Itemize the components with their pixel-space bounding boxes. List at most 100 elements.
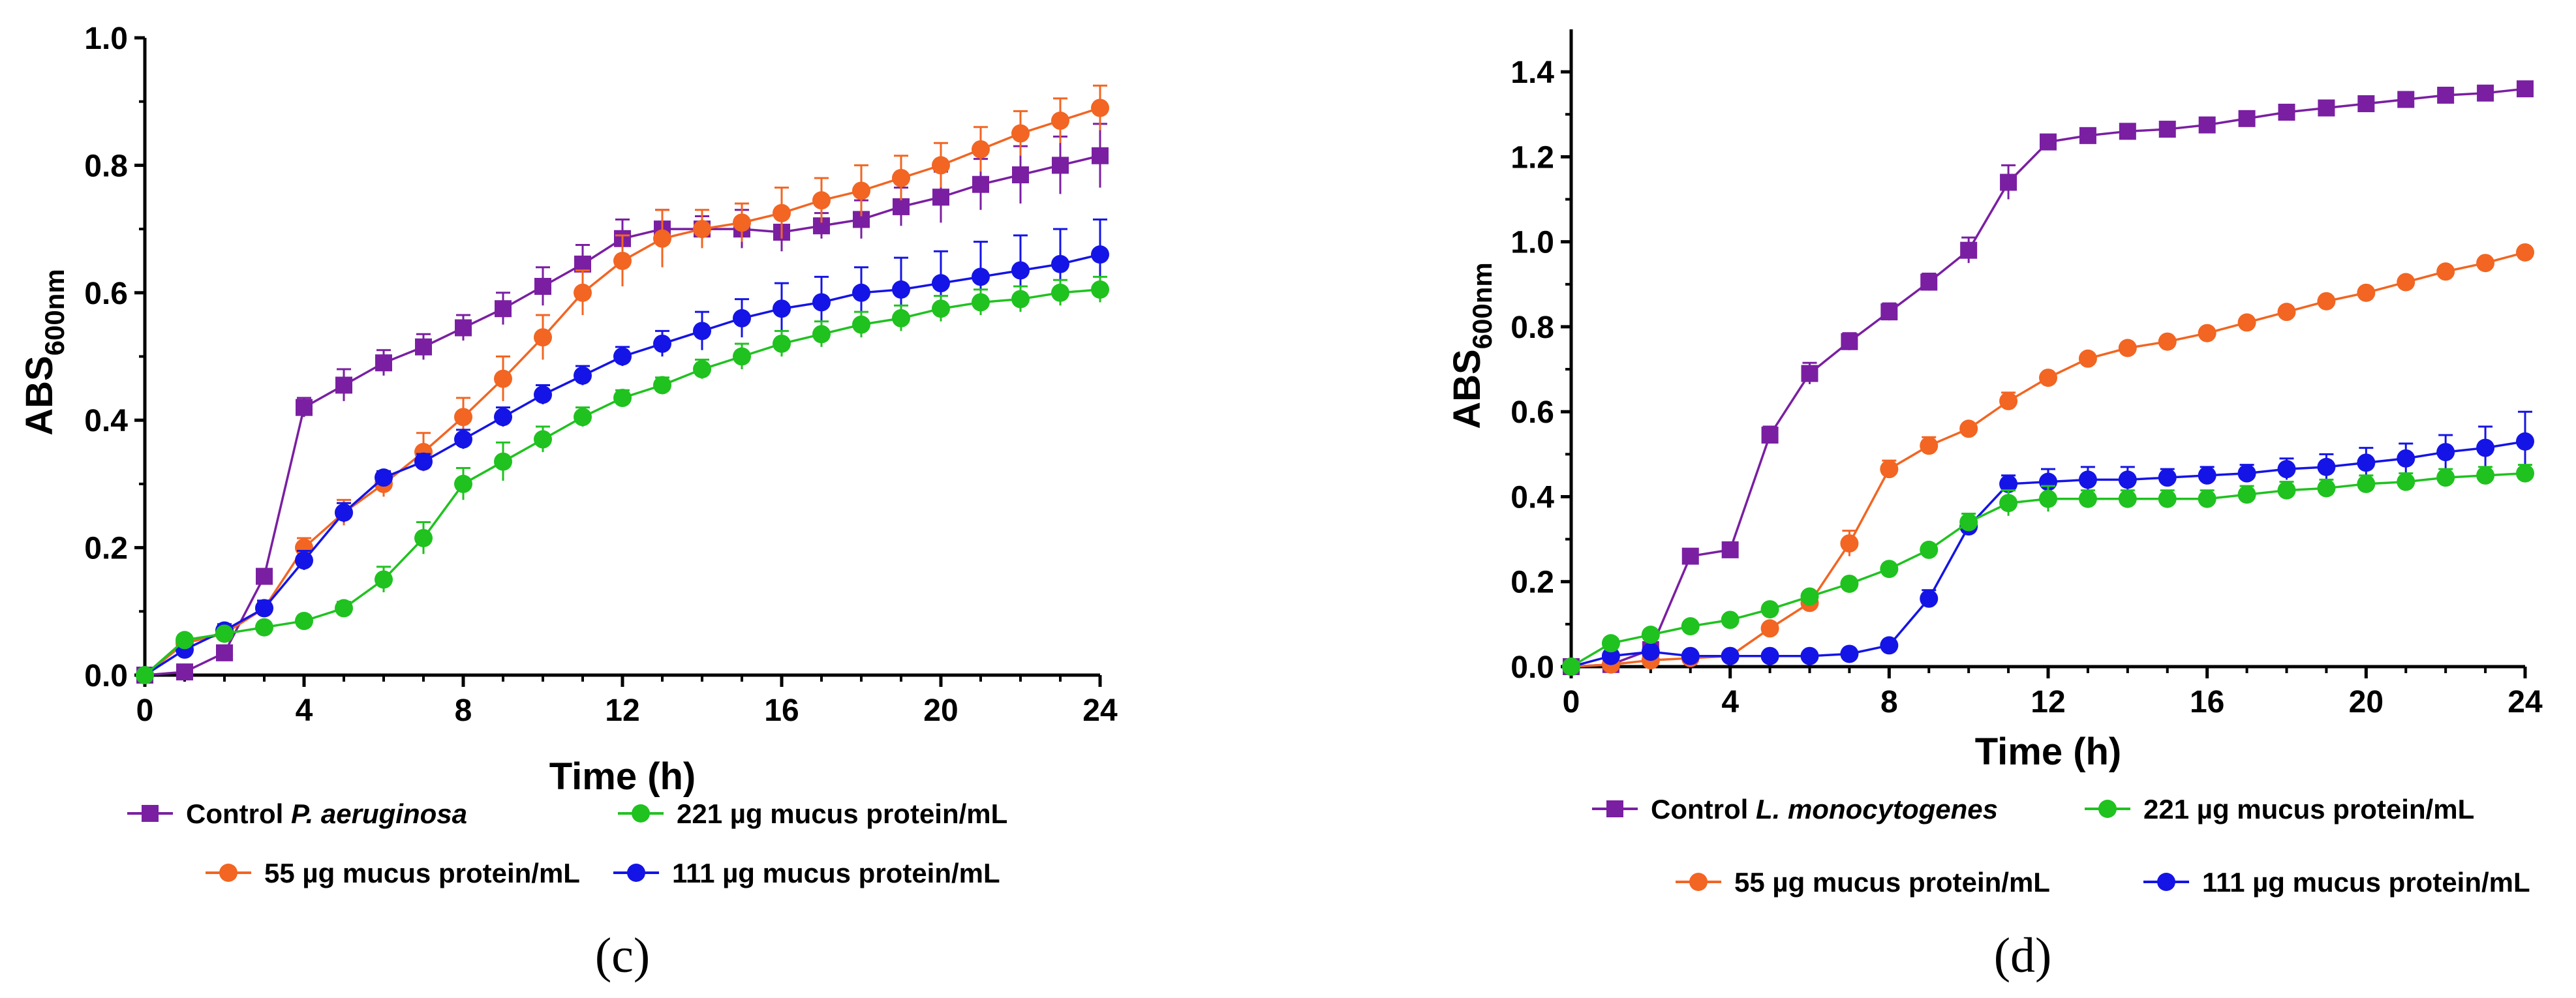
data-point	[1721, 541, 1739, 558]
data-point	[494, 408, 512, 427]
legend-item: 55 µg mucus protein/mL	[1676, 867, 2050, 898]
data-point	[2317, 292, 2336, 310]
data-point	[812, 191, 831, 210]
data-point	[454, 408, 472, 427]
data-point	[375, 570, 393, 589]
data-point	[2476, 254, 2495, 273]
data-point	[2436, 262, 2455, 281]
data-point	[932, 156, 950, 175]
data-point	[494, 369, 512, 388]
x-tick-label: 4	[296, 693, 313, 728]
data-point	[2158, 121, 2176, 138]
data-point	[1761, 427, 1779, 444]
y-axis-title: ABS600nm	[18, 269, 70, 436]
data-point	[2516, 243, 2534, 262]
data-point	[653, 376, 671, 395]
data-point	[1721, 646, 1740, 665]
y-tick-label: 0.8	[84, 149, 128, 183]
legend-marker	[219, 864, 238, 882]
data-point	[1011, 261, 1030, 280]
data-point	[1091, 245, 1109, 264]
data-point	[494, 452, 512, 471]
x-tick-label: 24	[1082, 693, 1118, 728]
legend-label: 55 µg mucus protein/mL	[1734, 867, 2050, 898]
legend-label: 111 µg mucus protein/mL	[672, 858, 1000, 888]
data-point	[2476, 438, 2495, 457]
panel-label: (d)	[1994, 928, 2052, 983]
data-point	[454, 430, 472, 449]
data-point	[972, 140, 990, 159]
y-axis-title: ABS600nm	[1446, 262, 1497, 429]
data-point	[1920, 436, 1939, 455]
data-point	[2119, 123, 2136, 140]
data-point	[2039, 489, 2057, 508]
data-point	[2198, 489, 2216, 508]
data-point	[2476, 466, 2495, 485]
data-point	[2237, 485, 2256, 504]
y-tick-label: 0.6	[84, 277, 128, 311]
legend-marker	[2098, 800, 2117, 818]
data-point	[2516, 432, 2534, 451]
data-point	[653, 334, 671, 353]
data-point	[1641, 643, 1660, 661]
data-point	[1011, 124, 1030, 143]
data-point	[1721, 611, 1740, 629]
data-point	[932, 299, 950, 318]
data-point	[852, 315, 870, 334]
x-tick-label: 0	[136, 693, 154, 728]
data-point	[773, 299, 791, 318]
data-point	[1760, 619, 1779, 638]
data-point	[136, 666, 154, 684]
data-point	[1920, 540, 1939, 559]
data-point	[1959, 513, 1978, 532]
data-point	[892, 280, 910, 299]
data-point	[534, 386, 552, 404]
data-point	[2397, 273, 2415, 292]
legend-item: Control L. monocytogenes	[1592, 794, 1998, 824]
data-point	[335, 503, 353, 522]
data-point	[932, 189, 949, 206]
data-point	[2397, 449, 2415, 468]
data-point	[1641, 626, 1660, 644]
y-tick-label: 1.4	[1510, 55, 1554, 90]
legend-marker	[142, 805, 159, 822]
data-point	[2198, 116, 2216, 134]
data-point	[1880, 460, 1899, 479]
data-point	[415, 338, 432, 355]
data-point	[2436, 468, 2455, 487]
data-point	[1051, 283, 1069, 302]
data-point	[1840, 644, 1859, 663]
data-point	[1681, 646, 1700, 665]
data-point	[1880, 636, 1899, 655]
data-point	[2317, 479, 2336, 498]
data-point	[1601, 634, 1620, 653]
y-tick-label: 0.4	[84, 404, 128, 438]
data-point	[1840, 574, 1859, 593]
data-point	[1999, 474, 2018, 493]
data-point	[2198, 466, 2216, 485]
data-point	[972, 293, 990, 312]
data-point	[1091, 280, 1109, 299]
legend-label-text: 111 µg mucus protein/mL	[672, 858, 1000, 888]
series-2	[136, 218, 1109, 684]
data-point	[693, 360, 711, 379]
data-point	[295, 611, 313, 630]
data-point	[1051, 112, 1069, 130]
legend-label-text: 221 µg mucus protein/mL	[2143, 794, 2474, 824]
y-axis-title-main: ABS	[18, 355, 61, 435]
legend-label-text: 55 µg mucus protein/mL	[1734, 867, 2050, 898]
data-point	[2278, 104, 2295, 121]
y-tick-label: 1.0	[1510, 226, 1554, 260]
data-point	[574, 283, 592, 302]
data-point	[1681, 617, 1700, 636]
series-line	[144, 253, 1101, 676]
legend-label: Control L. monocytogenes	[1651, 794, 1998, 824]
data-point	[255, 599, 273, 618]
data-point	[176, 631, 194, 650]
x-tick-label: 4	[1721, 685, 1739, 719]
data-point	[2277, 303, 2296, 322]
data-point	[653, 229, 671, 248]
legend-marker	[632, 804, 650, 823]
x-tick-label: 20	[923, 693, 958, 728]
data-point	[1052, 157, 1069, 174]
